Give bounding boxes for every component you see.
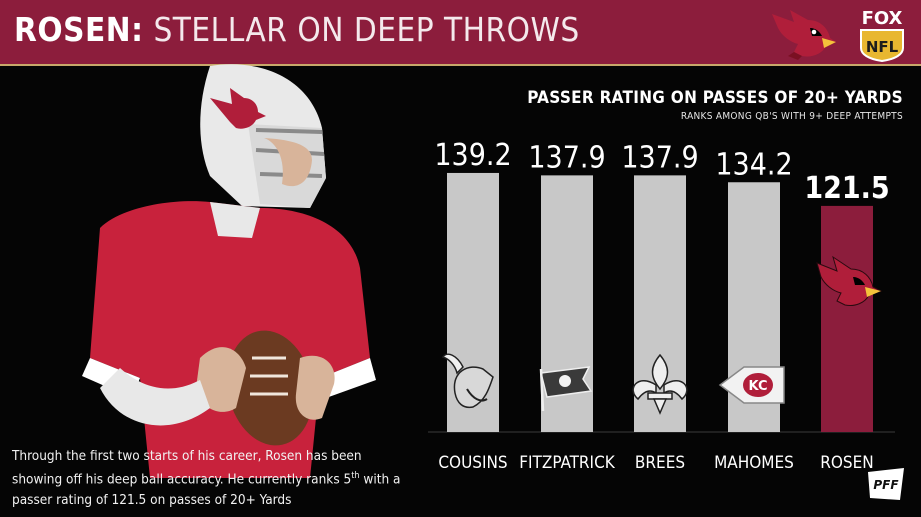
pff-logo-text: PFF [873,478,899,492]
value-label-mahomes: 134.2 [715,147,792,182]
fox-badge-line2: NFL [866,38,899,56]
cardinal-head-icon [772,10,836,60]
chiefs-arrowhead-icon: KC [718,366,785,404]
value-label-fitzpatrick: 137.9 [528,140,605,175]
page-title-light: STELLAR ON DEEP THROWS [153,10,580,49]
header-banner: ROSEN: STELLAR ON DEEP THROWS FOX NFL [0,0,921,66]
fox-nfl-badge: FOX NFL [860,8,904,62]
quarterback-illustration [82,64,376,478]
value-label-cousins: 139.2 [434,138,511,173]
bar-rosen [821,205,873,432]
value-label-brees: 137.9 [621,140,698,175]
page-title: ROSEN: STELLAR ON DEEP THROWS [14,10,580,49]
caption-text: Through the first two starts of his care… [12,446,407,510]
caption-part2: with a passer rating of 121.5 on passes … [12,471,401,508]
fox-badge-line1: FOX [862,8,903,29]
chart-subtitle: RANKS AMONG QB'S WITH 9+ DEEP ATTEMPTS [680,111,903,122]
caption-part1: Through the first two starts of his care… [12,448,362,488]
pff-logo: PFF [868,468,904,500]
page-title-bold: ROSEN: [14,10,144,49]
buccaneers-flag-icon [539,366,593,412]
caption-superscript: th [351,471,360,481]
cardinal-head-icon [816,255,883,306]
category-label-mahomes: MAHOMES [714,453,794,473]
category-label-rosen: ROSEN [820,453,873,473]
vikings-helmet-icon [441,353,494,409]
category-label-brees: BREES [635,453,685,473]
value-label-rosen: 121.5 [804,171,889,206]
svg-text:KC: KC [748,379,767,394]
chart-title: PASSER RATING ON PASSES OF 20+ YARDS [527,88,903,108]
category-label-fitzpatrick: FITZPATRICK [519,453,616,473]
category-label-cousins: COUSINS [438,453,507,473]
saints-fleur-de-lis-icon [632,353,688,415]
